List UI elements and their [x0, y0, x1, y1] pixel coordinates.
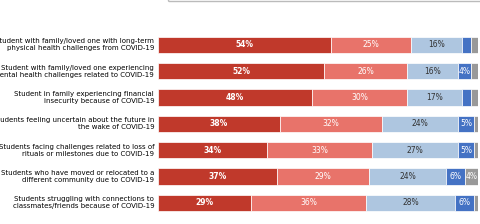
Bar	[474, 142, 478, 158]
Bar	[474, 194, 478, 211]
Bar	[382, 116, 458, 132]
Text: 6%: 6%	[459, 198, 471, 207]
Text: 16%: 16%	[424, 67, 441, 76]
Bar	[471, 89, 478, 106]
Text: 5%: 5%	[460, 146, 472, 155]
Text: 34%: 34%	[204, 146, 222, 155]
Bar	[372, 142, 458, 158]
Bar	[471, 37, 478, 53]
Bar	[458, 63, 471, 79]
Bar	[446, 168, 465, 185]
Text: 26%: 26%	[358, 67, 374, 76]
Text: 54%: 54%	[236, 40, 253, 49]
Bar	[369, 168, 446, 185]
Text: 24%: 24%	[412, 119, 429, 128]
Bar	[474, 116, 478, 132]
Bar	[158, 89, 312, 106]
Text: 36%: 36%	[300, 198, 317, 207]
Bar	[276, 168, 369, 185]
Text: 32%: 32%	[323, 119, 339, 128]
Text: 29%: 29%	[196, 198, 214, 207]
Bar	[280, 116, 382, 132]
Bar	[408, 89, 462, 106]
Bar	[462, 37, 471, 53]
Bar	[158, 63, 324, 79]
Text: 52%: 52%	[232, 67, 251, 76]
Bar	[465, 168, 478, 185]
Text: 4%: 4%	[465, 172, 477, 181]
Bar	[324, 63, 408, 79]
Text: 17%: 17%	[426, 93, 443, 102]
Text: 24%: 24%	[399, 172, 416, 181]
Text: 38%: 38%	[210, 119, 228, 128]
Bar	[455, 194, 474, 211]
Text: 27%: 27%	[407, 146, 424, 155]
Bar	[458, 116, 474, 132]
Bar	[331, 37, 410, 53]
Bar	[458, 142, 474, 158]
Bar	[158, 194, 251, 211]
Text: 29%: 29%	[314, 172, 331, 181]
Text: 33%: 33%	[311, 146, 328, 155]
Bar	[312, 89, 408, 106]
Text: 6%: 6%	[449, 172, 461, 181]
Text: 37%: 37%	[208, 172, 227, 181]
Text: 28%: 28%	[402, 198, 419, 207]
Text: 30%: 30%	[351, 93, 368, 102]
Text: 16%: 16%	[428, 40, 444, 49]
Bar	[462, 89, 471, 106]
Bar	[158, 116, 280, 132]
Bar	[267, 142, 372, 158]
Bar	[408, 63, 458, 79]
Bar	[366, 194, 455, 211]
Text: 48%: 48%	[226, 93, 244, 102]
Legend: Not prepared, Just somewhat prepared, Fairly prepared, Very prepared, Doesn't ap: Not prepared, Just somewhat prepared, Fa…	[168, 0, 480, 1]
Bar	[410, 37, 462, 53]
Bar	[158, 168, 276, 185]
Bar	[158, 37, 331, 53]
Text: 25%: 25%	[362, 40, 379, 49]
Bar	[251, 194, 366, 211]
Bar	[158, 142, 267, 158]
Text: 4%: 4%	[459, 67, 471, 76]
Bar	[471, 63, 478, 79]
Text: 5%: 5%	[460, 119, 472, 128]
